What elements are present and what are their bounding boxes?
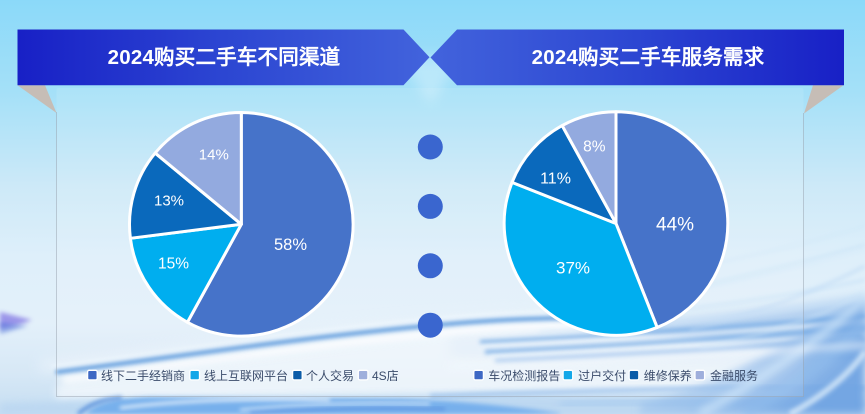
svg-text:58%: 58%	[274, 236, 307, 254]
svg-text:线下二手经销商: 线下二手经销商	[101, 368, 185, 383]
svg-text:37%: 37%	[556, 259, 590, 278]
svg-text:2024购买二手车不同渠道: 2024购买二手车不同渠道	[108, 45, 341, 69]
svg-text:14%: 14%	[199, 147, 229, 164]
svg-text:8%: 8%	[583, 138, 606, 155]
svg-text:线上互联网平台: 线上互联网平台	[204, 368, 288, 383]
svg-text:15%: 15%	[158, 255, 189, 272]
svg-text:个人交易: 个人交易	[306, 368, 354, 383]
svg-text:13%: 13%	[154, 193, 184, 210]
svg-text:维修保养: 维修保养	[644, 368, 692, 383]
svg-text:11%: 11%	[540, 171, 571, 188]
svg-text:2024购买二手车服务需求: 2024购买二手车服务需求	[532, 45, 765, 69]
svg-text:4S店: 4S店	[372, 369, 399, 383]
svg-text:44%: 44%	[656, 215, 694, 236]
svg-text:金融服务: 金融服务	[710, 368, 758, 383]
svg-text:过户交付: 过户交付	[578, 368, 626, 383]
svg-text:车况检测报告: 车况检测报告	[488, 368, 560, 383]
